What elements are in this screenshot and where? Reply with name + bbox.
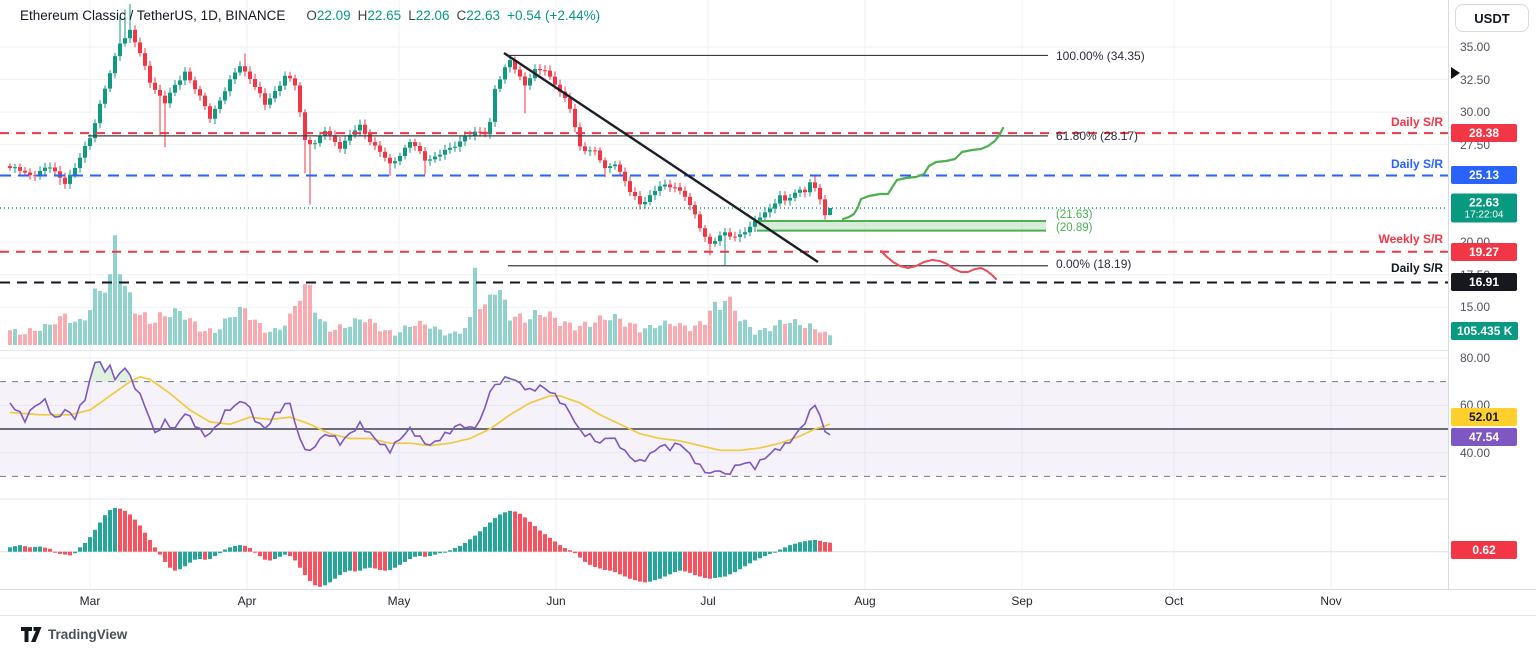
rsi-overbought-fill xyxy=(90,361,130,382)
rsi-tick-2: 40.00 xyxy=(1460,445,1491,460)
zone-bottom-label: (20.89) xyxy=(1056,222,1093,234)
change-value: +0.54 (+2.44%) xyxy=(507,8,601,23)
axis-price-chip-3: 19.27 xyxy=(1451,242,1517,261)
close-value: 22.63 xyxy=(466,8,501,23)
price-tick-2: 30.00 xyxy=(1460,105,1491,120)
month-label-mar: Mar xyxy=(79,594,101,608)
month-label-apr: Apr xyxy=(237,594,257,608)
month-label-may: May xyxy=(387,594,411,608)
month-label-jul: Jul xyxy=(700,594,716,608)
volume-series xyxy=(8,235,832,345)
symbol-title: Ethereum Classic / TetherUS, 1D, BINANCE xyxy=(20,8,286,23)
descending-trendline[interactable] xyxy=(503,52,819,263)
price-tick-0: 35.00 xyxy=(1460,40,1491,54)
price-axis-arrow-marker xyxy=(1451,67,1460,79)
rsi-line xyxy=(9,360,831,475)
fib-618-label[interactable]: 61.80% (28.17) xyxy=(1056,129,1139,143)
candlestick-series xyxy=(8,4,832,266)
currency-toggle-button[interactable]: USDT xyxy=(1455,4,1529,32)
bullish-projection-squiggle[interactable] xyxy=(841,126,1005,221)
symbol-legend[interactable]: Ethereum Classic / TetherUS, 1D, BINANCE… xyxy=(20,8,600,23)
weekly-sr-label: Weekly S/R xyxy=(1378,232,1443,246)
tradingview-logo-icon xyxy=(21,627,42,642)
close-label: C xyxy=(456,8,467,23)
axis-price-chip-0: 28.38 xyxy=(1451,124,1517,143)
tradingview-logo-text: TradingView xyxy=(48,627,128,642)
green-zone[interactable] xyxy=(757,221,1046,231)
gridlines xyxy=(0,0,1448,589)
high-label: H xyxy=(357,8,368,23)
axis-price-chip-5: 105.435 K xyxy=(1451,322,1519,340)
tradingview-logo[interactable]: TradingView xyxy=(20,626,127,643)
axis-price-chip-1: 25.13 xyxy=(1451,166,1517,185)
fib-0-label[interactable]: 0.00% (18.19) xyxy=(1056,257,1132,271)
month-label-jun: Jun xyxy=(546,594,566,608)
month-label-sep: Sep xyxy=(1011,594,1033,608)
daily-sr-label-upper: Daily S/R xyxy=(1390,115,1443,129)
axis-price-chip-4: 16.91 xyxy=(1451,273,1517,292)
rsi-tick-0: 80.00 xyxy=(1460,350,1491,365)
low-value: 22.06 xyxy=(415,8,450,23)
month-label-oct: Oct xyxy=(1164,594,1184,608)
price-axis[interactable]: 35.0032.5030.0027.5025.0022.5020.0017.50… xyxy=(1448,0,1536,589)
month-label-nov: Nov xyxy=(1320,594,1342,608)
daily-sr-label-lower: Daily S/R xyxy=(1390,261,1443,275)
price-tick-8: 15.00 xyxy=(1460,300,1491,315)
open-label: O xyxy=(306,8,317,23)
fib-100-label[interactable]: 100.00% (34.35) xyxy=(1056,49,1145,63)
month-label-aug: Aug xyxy=(854,594,876,608)
rsi-ma-line xyxy=(9,376,831,452)
countdown-timer: 17:22:04 xyxy=(1464,209,1504,221)
price-tick-1: 32.50 xyxy=(1460,72,1491,87)
axis-price-chip-8: 0.62 xyxy=(1451,541,1517,559)
daily-sr-label-blue: Daily S/R xyxy=(1390,157,1443,171)
time-axis[interactable]: Mar Apr May Jun Jul Aug Sep Oct Nov xyxy=(0,589,1536,616)
zone-top-label: (21.63) xyxy=(1056,209,1093,221)
axis-price-chip-6: 52.01 xyxy=(1451,408,1517,426)
low-label: L xyxy=(408,8,416,23)
axis-price-chip-2: 22.63 17:22:04 xyxy=(1451,193,1517,223)
macd-histogram xyxy=(8,507,832,587)
bearish-projection-squiggle[interactable] xyxy=(880,250,997,280)
open-value: 22.09 xyxy=(316,8,351,23)
axis-price-chip-7: 47.54 xyxy=(1451,428,1517,446)
high-value: 22.65 xyxy=(367,8,402,23)
